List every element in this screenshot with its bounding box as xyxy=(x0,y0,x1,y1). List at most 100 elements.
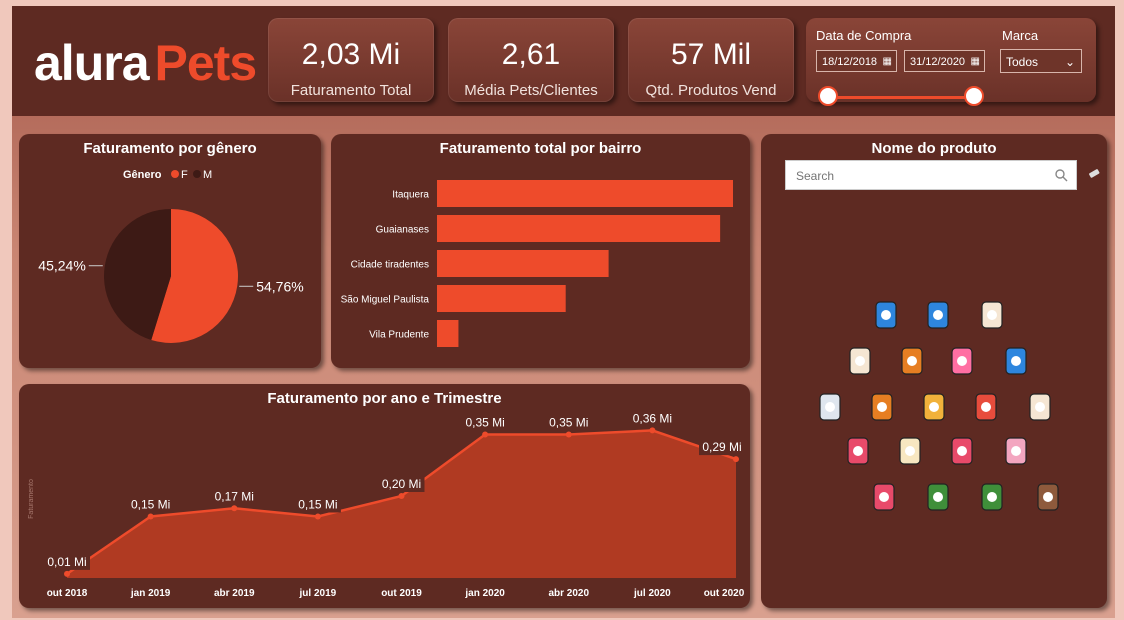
icon-detail xyxy=(987,492,997,502)
data-label-bg xyxy=(462,413,509,431)
toy-mouse-icon[interactable] xyxy=(813,390,847,424)
dog-collar-icon[interactable] xyxy=(865,390,899,424)
gender-pie-chart: Gênero F M 54,76% 45,24% xyxy=(38,169,304,343)
icon-detail xyxy=(855,356,865,366)
area-point[interactable] xyxy=(482,431,489,438)
pie-slice-m[interactable] xyxy=(104,209,171,341)
icon-detail xyxy=(881,310,891,320)
brand-filter-label: Marca xyxy=(1002,28,1039,43)
pet-sweater-icon[interactable] xyxy=(841,434,875,468)
area-point[interactable] xyxy=(147,513,154,520)
trimestre-chart-panel: Faturamento por ano e Trimestre 0,01 Mi o… xyxy=(19,384,750,608)
data-label-bg xyxy=(127,495,174,513)
date-range-start-handle[interactable] xyxy=(818,86,838,106)
product-search-box[interactable] xyxy=(785,160,1077,190)
data-label-bg xyxy=(211,487,258,505)
legend-label-m[interactable]: M xyxy=(203,169,212,181)
date-start-value: 18/12/2018 xyxy=(822,56,878,68)
data-label-bg xyxy=(44,552,90,570)
dog-treat-bag-icon[interactable] xyxy=(1023,390,1057,424)
hanging-pet-sweater-icon[interactable] xyxy=(921,480,955,514)
icon-detail xyxy=(905,446,915,456)
product-slicer-panel: Nome do produto xyxy=(761,134,1107,608)
x-tick-label: abr 2019 xyxy=(214,588,255,599)
bar-cidade-tiradentes[interactable] xyxy=(437,250,609,277)
area-point[interactable] xyxy=(398,493,405,499)
area-data-label: 0,17 Mi xyxy=(215,489,254,503)
data-label-bg xyxy=(378,475,425,492)
date-filter-label: Data de Compra xyxy=(816,28,912,43)
area-point[interactable] xyxy=(64,570,70,577)
dog-food-bag-icon[interactable] xyxy=(999,344,1033,378)
pie-data-label: 45,24% xyxy=(38,258,85,274)
pie-slice-f[interactable] xyxy=(151,209,239,343)
data-label-bg xyxy=(629,409,676,427)
calendar-icon[interactable]: ▦ xyxy=(882,56,892,67)
product-search-input[interactable] xyxy=(794,168,1048,184)
area-data-label: 0,15 Mi xyxy=(131,498,170,512)
area-point[interactable] xyxy=(231,505,238,512)
bone-snack-bag-icon[interactable] xyxy=(945,434,979,468)
icon-detail xyxy=(987,310,997,320)
icon-detail xyxy=(853,446,863,456)
area-fill xyxy=(67,430,736,578)
icon-detail xyxy=(1011,446,1021,456)
area-data-label: 0,29 Mi xyxy=(702,440,741,454)
dog-treat-bag-icon[interactable] xyxy=(843,344,877,378)
area-point[interactable] xyxy=(649,427,656,434)
kpi-label: Faturamento Total xyxy=(290,82,412,99)
dog-figure-icon[interactable] xyxy=(895,344,929,378)
bar-category-label: Guaianases xyxy=(376,225,429,236)
date-range-end-handle[interactable] xyxy=(964,86,984,106)
bar-vila-prudente[interactable] xyxy=(437,320,459,347)
pet-food-can-icon[interactable] xyxy=(999,434,1033,468)
legend-marker-m xyxy=(193,170,201,178)
scratch-brush-icon[interactable] xyxy=(1031,480,1065,514)
area-data-label: 0,36 Mi xyxy=(633,411,672,425)
calendar-icon[interactable]: ▦ xyxy=(970,56,980,67)
bar-category-label: Vila Prudente xyxy=(369,330,429,341)
bar-category-label: Cidade tiradentes xyxy=(351,260,429,271)
hedgehog-toy-icon[interactable] xyxy=(917,390,951,424)
legend-marker-f xyxy=(171,170,179,178)
kpi-value: 57 Mil xyxy=(670,38,752,71)
pet-sweater-icon[interactable] xyxy=(867,480,901,514)
panel-title: Nome do produto xyxy=(871,140,997,157)
dog-food-bag-icon[interactable] xyxy=(869,298,903,332)
icon-detail xyxy=(877,402,887,412)
dog-treat-bag-icon[interactable] xyxy=(975,298,1009,332)
icon-detail xyxy=(981,402,991,412)
hanging-pet-sweater-icon[interactable] xyxy=(975,480,1009,514)
bone-collar-icon[interactable] xyxy=(969,390,1003,424)
data-label-bg xyxy=(545,413,592,431)
area-point[interactable] xyxy=(314,513,321,520)
bone-icon[interactable] xyxy=(893,434,927,468)
bar-são-miguel-paulista[interactable] xyxy=(437,285,566,312)
icon-detail xyxy=(929,402,939,412)
trimestre-area-chart: 0,01 Mi out 2018 0,15 Mi jan 2019 0,17 Mi abr… xyxy=(28,409,745,599)
pet-collar-tag-icon[interactable] xyxy=(945,344,979,378)
icon-detail xyxy=(1043,492,1053,502)
eraser-icon[interactable] xyxy=(1087,166,1101,180)
pie-data-label: 54,76% xyxy=(256,278,303,294)
date-end-input[interactable]: 31/12/2020 ▦ xyxy=(904,50,985,72)
x-tick-label: jul 2019 xyxy=(299,588,337,599)
area-point[interactable] xyxy=(733,456,739,463)
icon-detail xyxy=(1011,356,1021,366)
date-range-slider-track[interactable] xyxy=(828,96,974,99)
bar-guaianases[interactable] xyxy=(437,215,721,242)
area-point[interactable] xyxy=(565,431,572,438)
kpi-card-faturamento: 2,03 Mi Faturamento Total xyxy=(268,18,434,102)
legend-title: Gênero xyxy=(123,169,162,181)
x-tick-label: out 2018 xyxy=(47,588,88,599)
y-axis-label: Faturamento xyxy=(28,479,35,519)
date-end-value: 31/12/2020 xyxy=(910,56,966,68)
brand-select[interactable]: Todos ⌄ xyxy=(1000,49,1082,73)
legend-label-f[interactable]: F xyxy=(181,169,188,181)
bar-itaquera[interactable] xyxy=(437,180,733,207)
date-start-input[interactable]: 18/12/2018 ▦ xyxy=(816,50,897,72)
icon-detail xyxy=(957,356,967,366)
top-bar: alura Pets 2,03 Mi Faturamento Total 2,61… xyxy=(12,6,1115,116)
dog-food-bag-icon[interactable] xyxy=(921,298,955,332)
x-tick-label: out 2020 xyxy=(704,588,745,599)
